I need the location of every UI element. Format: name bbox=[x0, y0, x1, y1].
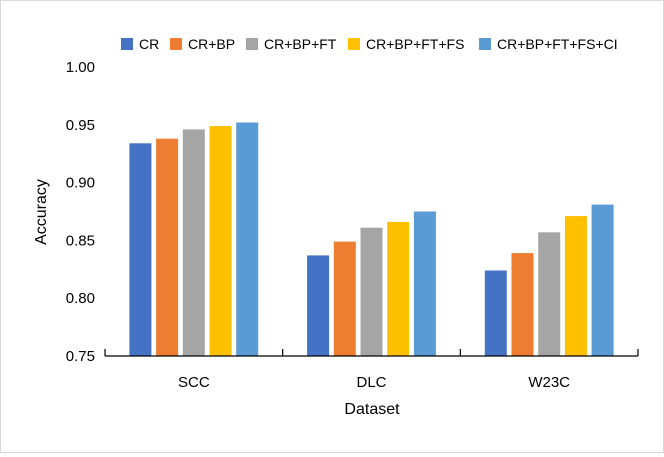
x-tick-label: W23C bbox=[528, 374, 570, 391]
y-axis-title: Accuracy bbox=[33, 179, 50, 245]
x-axis-title: Dataset bbox=[344, 401, 400, 418]
y-tick-label: 0.95 bbox=[66, 117, 95, 134]
bar bbox=[129, 143, 152, 356]
legend-swatch bbox=[348, 38, 360, 50]
legend-swatch bbox=[246, 38, 258, 50]
legend-swatch bbox=[170, 38, 182, 50]
bar bbox=[333, 241, 356, 356]
bar bbox=[182, 129, 205, 356]
bar bbox=[156, 138, 179, 356]
bar bbox=[307, 255, 330, 356]
legend-label: CR+BP+FT+FS bbox=[366, 36, 464, 52]
bar bbox=[591, 204, 614, 356]
legend-swatch bbox=[121, 38, 133, 50]
bar bbox=[413, 211, 436, 356]
bar bbox=[236, 122, 259, 356]
y-tick-label: 0.80 bbox=[66, 290, 95, 307]
legend-label: CR+BP+FT+FS+CI bbox=[497, 36, 618, 52]
bar bbox=[511, 253, 534, 356]
x-axis-ticks: SCC DLC W23C bbox=[178, 374, 570, 391]
bar bbox=[209, 126, 232, 356]
x-tick-label: SCC bbox=[178, 374, 210, 391]
y-tick-label: 0.85 bbox=[66, 232, 95, 249]
bar bbox=[564, 216, 587, 356]
legend: CR CR+BP CR+BP+FT CR+BP+FT+FS CR+BP+FT+FS+CI bbox=[121, 36, 618, 52]
y-tick-label: 0.75 bbox=[66, 348, 95, 365]
bar bbox=[360, 227, 383, 356]
y-tick-label: 1.00 bbox=[66, 59, 95, 76]
x-tick-label: DLC bbox=[356, 374, 386, 391]
bar bbox=[538, 232, 561, 356]
legend-label: CR+BP bbox=[188, 36, 235, 52]
x-axis bbox=[104, 349, 639, 357]
y-axis-ticks: 0.75 0.80 0.85 0.90 0.95 1.00 bbox=[66, 59, 95, 365]
y-tick-label: 0.90 bbox=[66, 175, 95, 192]
legend-swatch bbox=[479, 38, 491, 50]
legend-label: CR+BP+FT bbox=[264, 36, 337, 52]
bar bbox=[484, 270, 507, 356]
legend-label: CR bbox=[139, 36, 159, 52]
bars bbox=[129, 122, 614, 356]
bar bbox=[387, 221, 410, 356]
